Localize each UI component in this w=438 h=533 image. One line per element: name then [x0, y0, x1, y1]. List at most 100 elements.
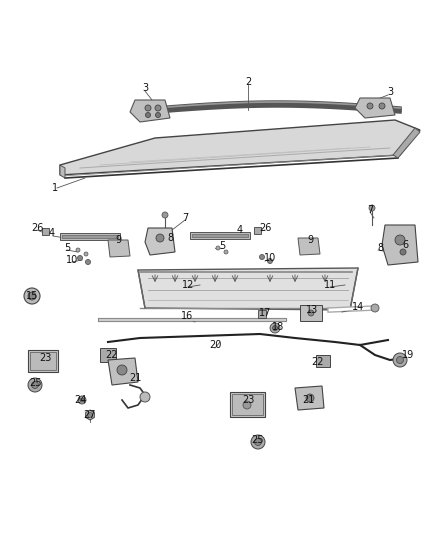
Text: 26: 26 [259, 223, 271, 233]
Polygon shape [60, 165, 65, 178]
Bar [30, 352, 56, 370]
Circle shape [395, 235, 405, 245]
Circle shape [78, 396, 86, 404]
Bar [254, 227, 261, 234]
Text: 13: 13 [306, 305, 318, 315]
Text: 23: 23 [242, 395, 254, 405]
Text: 3: 3 [142, 83, 148, 93]
Circle shape [371, 304, 379, 312]
Text: 25: 25 [252, 435, 264, 445]
Text: 5: 5 [64, 243, 70, 253]
Polygon shape [382, 225, 418, 265]
Text: 8: 8 [377, 243, 383, 253]
Polygon shape [130, 100, 170, 122]
Circle shape [400, 249, 406, 255]
Text: 7: 7 [367, 205, 373, 215]
Polygon shape [295, 386, 324, 410]
Text: 19: 19 [402, 350, 414, 360]
Text: 18: 18 [272, 322, 284, 332]
Text: 26: 26 [31, 223, 43, 233]
Text: 7: 7 [182, 213, 188, 223]
Bar [100, 348, 116, 362]
Circle shape [84, 252, 88, 256]
Text: 15: 15 [26, 291, 38, 301]
Bar [300, 305, 322, 321]
Circle shape [145, 112, 151, 117]
Text: 9: 9 [307, 235, 313, 245]
Text: 12: 12 [182, 280, 194, 290]
Circle shape [80, 398, 84, 402]
Circle shape [251, 435, 265, 449]
Text: 2: 2 [245, 77, 251, 87]
Text: 10: 10 [264, 253, 276, 263]
Circle shape [308, 310, 314, 316]
Circle shape [216, 246, 220, 250]
Bar [190, 232, 250, 239]
Text: 24: 24 [74, 395, 86, 405]
Circle shape [145, 105, 151, 111]
Circle shape [254, 439, 261, 446]
Bar [60, 233, 120, 240]
Circle shape [76, 248, 80, 252]
Circle shape [24, 288, 40, 304]
Circle shape [85, 260, 91, 264]
Polygon shape [86, 410, 94, 420]
Bar [230, 392, 265, 417]
Text: 27: 27 [84, 410, 96, 420]
Circle shape [224, 250, 228, 254]
Polygon shape [108, 240, 130, 257]
Text: 8: 8 [167, 233, 173, 243]
Circle shape [268, 259, 272, 263]
Text: 1: 1 [52, 183, 58, 193]
Polygon shape [355, 98, 395, 118]
Text: 23: 23 [39, 353, 51, 363]
Text: 22: 22 [312, 357, 324, 367]
Polygon shape [393, 128, 420, 158]
Text: 21: 21 [129, 373, 141, 383]
Bar [28, 350, 58, 372]
Circle shape [379, 103, 385, 109]
Circle shape [396, 357, 403, 364]
Text: 4: 4 [237, 225, 243, 235]
Circle shape [243, 401, 251, 409]
Circle shape [393, 353, 407, 367]
Circle shape [28, 292, 36, 300]
Text: 16: 16 [181, 311, 193, 321]
Circle shape [155, 112, 160, 117]
Polygon shape [60, 120, 420, 175]
Text: 21: 21 [302, 395, 314, 405]
Bar [258, 310, 266, 318]
Circle shape [306, 394, 314, 402]
Circle shape [117, 365, 127, 375]
Text: 4: 4 [49, 228, 55, 238]
Text: 6: 6 [402, 240, 408, 250]
Polygon shape [108, 358, 138, 385]
Circle shape [28, 378, 42, 392]
Bar [232, 394, 263, 415]
Text: 5: 5 [219, 241, 225, 251]
Circle shape [367, 103, 373, 109]
Text: 20: 20 [209, 340, 221, 350]
Circle shape [32, 382, 39, 389]
Circle shape [162, 212, 168, 218]
Bar [192, 234, 248, 237]
Text: 25: 25 [29, 378, 41, 388]
Text: 10: 10 [66, 255, 78, 265]
Bar [316, 355, 330, 367]
Circle shape [369, 205, 375, 211]
Circle shape [140, 392, 150, 402]
Bar [62, 235, 118, 238]
Circle shape [155, 105, 161, 111]
Circle shape [156, 234, 164, 242]
Text: 14: 14 [352, 302, 364, 312]
Text: 11: 11 [324, 280, 336, 290]
Circle shape [270, 323, 280, 333]
Polygon shape [298, 238, 320, 255]
Text: 9: 9 [115, 235, 121, 245]
Polygon shape [145, 228, 175, 255]
Polygon shape [138, 268, 358, 310]
Text: 22: 22 [106, 350, 118, 360]
Circle shape [272, 326, 278, 330]
Circle shape [88, 413, 92, 417]
Text: 17: 17 [259, 308, 271, 318]
